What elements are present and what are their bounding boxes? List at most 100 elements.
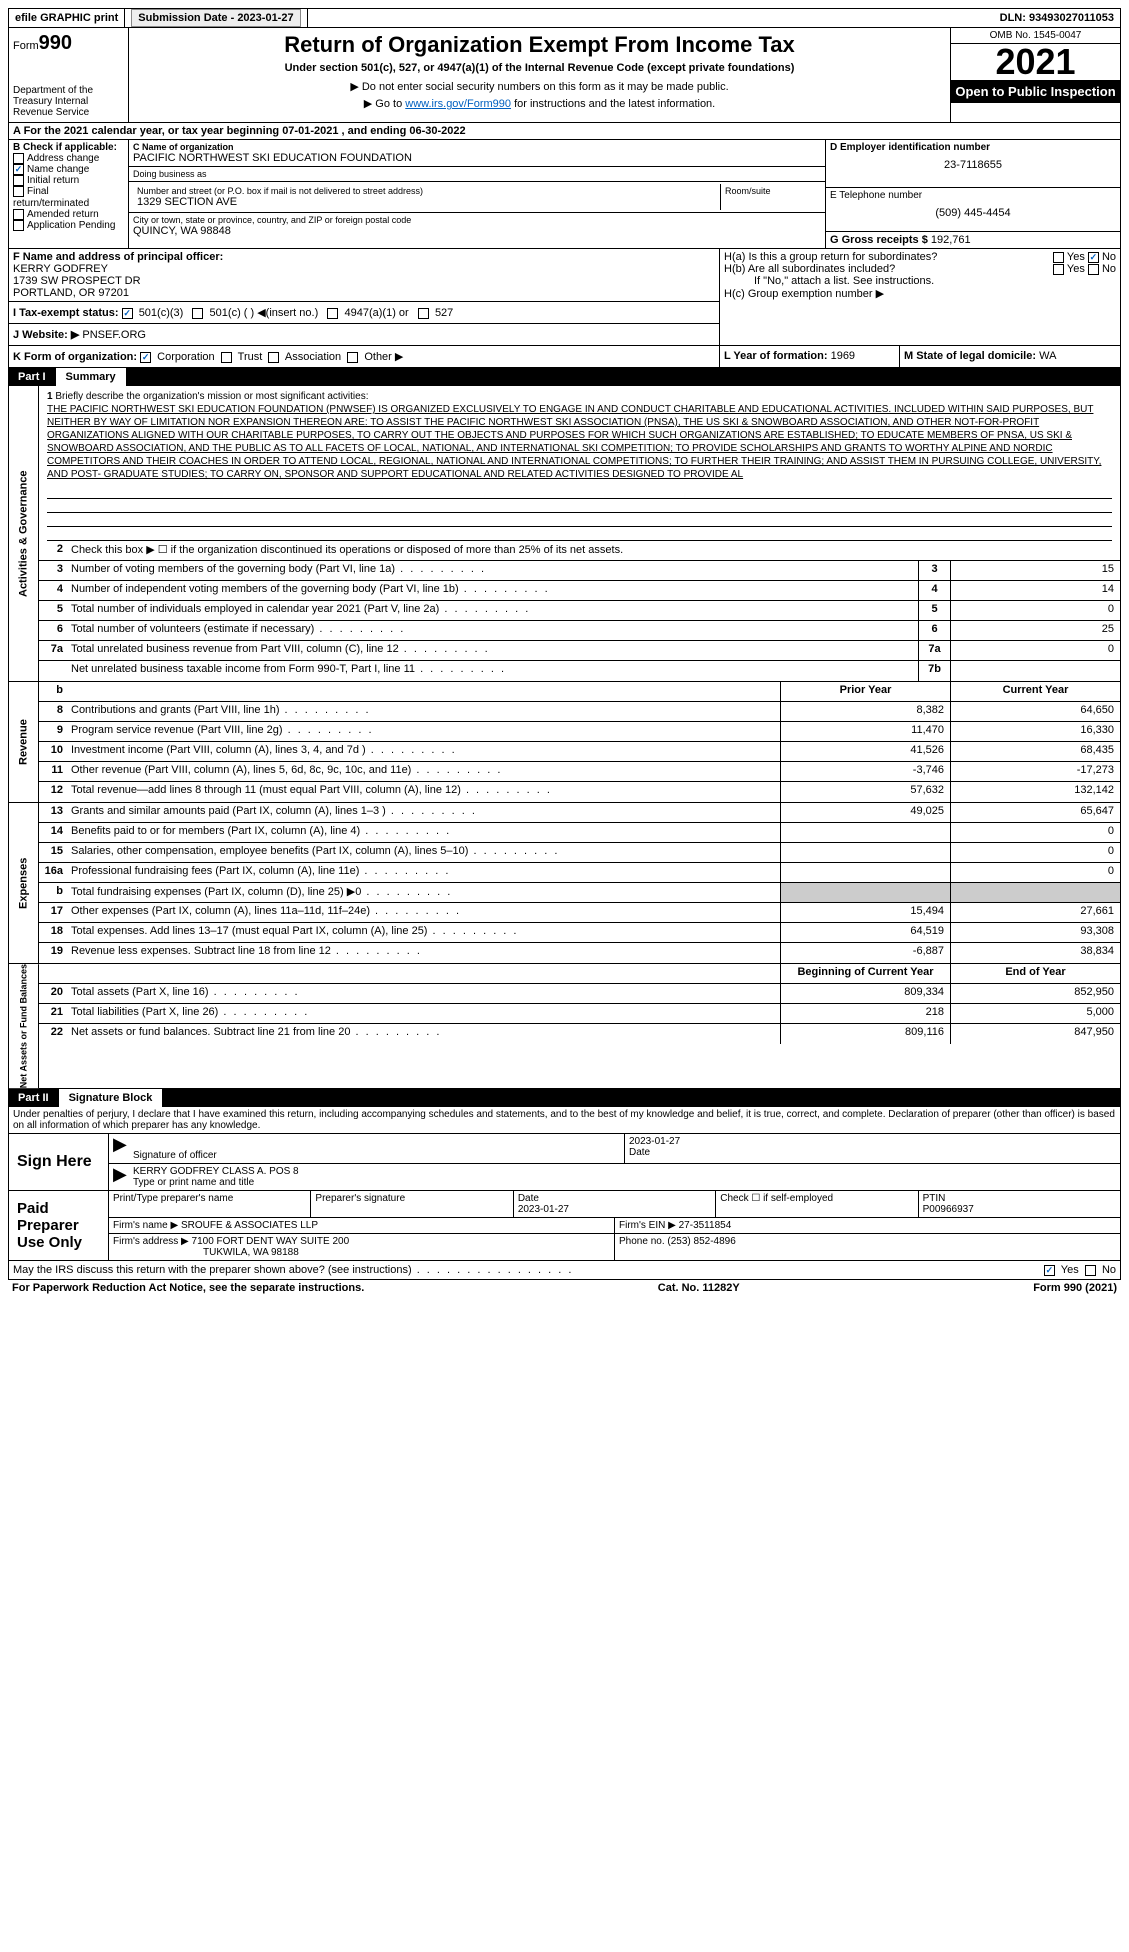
opt-527: 527 xyxy=(435,307,453,319)
cb-assoc[interactable] xyxy=(268,352,279,363)
sig-date-label: Date xyxy=(629,1147,1116,1158)
street-value: 1329 SECTION AVE xyxy=(137,196,716,208)
irs-link[interactable]: www.irs.gov/Form990 xyxy=(405,98,511,110)
cb-501c3[interactable] xyxy=(122,308,133,319)
form-subtitle: Under section 501(c), 527, or 4947(a)(1)… xyxy=(133,62,946,74)
cb-discuss-yes[interactable] xyxy=(1044,1265,1055,1276)
cb-discuss-no[interactable] xyxy=(1085,1265,1096,1276)
cb-hb-no[interactable] xyxy=(1088,264,1099,275)
sig-officer-cell: Signature of officer xyxy=(129,1134,625,1163)
prep-date-label: Date xyxy=(518,1193,539,1204)
cb-other[interactable] xyxy=(347,352,358,363)
opt-other: Other ▶ xyxy=(364,351,403,363)
table-row: 11Other revenue (Part VIII, column (A), … xyxy=(39,762,1120,782)
prep-date-value: 2023-01-27 xyxy=(518,1204,569,1215)
side-tab-revenue: Revenue xyxy=(9,682,39,802)
mission-block: 1 Briefly describe the organization's mi… xyxy=(39,386,1120,485)
klm-block: K Form of organization: Corporation Trus… xyxy=(8,346,1121,368)
mission-num: 1 xyxy=(47,391,53,402)
table-row: 12Total revenue—add lines 8 through 11 (… xyxy=(39,782,1120,802)
cb-ha-no[interactable] xyxy=(1088,252,1099,263)
open-inspection: Open to Public Inspection xyxy=(951,80,1120,103)
cb-4947[interactable] xyxy=(327,308,338,319)
print-name-label: Print/Type preparer's name xyxy=(109,1191,311,1217)
year-formation-value: 1969 xyxy=(831,350,855,362)
sign-block: Sign Here ▶ Signature of officer 2023-01… xyxy=(8,1134,1121,1191)
table-row: 18Total expenses. Add lines 13–17 (must … xyxy=(39,923,1120,943)
box-b: B Check if applicable: Address change Na… xyxy=(9,140,129,248)
cb-address-change[interactable] xyxy=(13,153,24,164)
expenses-section: Expenses 13Grants and similar amounts pa… xyxy=(8,803,1121,964)
sig-name-value: KERRY GODFREY CLASS A. POS 8 xyxy=(133,1166,1116,1177)
hdr-beginning: Beginning of Current Year xyxy=(780,964,950,983)
page-footer: For Paperwork Reduction Act Notice, see … xyxy=(8,1280,1121,1296)
dln-label: DLN: 93493027011053 xyxy=(994,9,1120,27)
revenue-section: Revenue b Prior Year Current Year 8Contr… xyxy=(8,682,1121,803)
cb-initial-return[interactable] xyxy=(13,175,24,186)
officer-name: KERRY GODFREY xyxy=(13,263,715,275)
part1-title: Summary xyxy=(56,368,126,386)
domicile-label: M State of legal domicile: xyxy=(904,350,1036,362)
no-label: No xyxy=(1102,251,1116,263)
year-formation-label: L Year of formation: xyxy=(724,350,828,362)
cb-ha-yes[interactable] xyxy=(1053,252,1064,263)
box-f-label: F Name and address of principal officer: xyxy=(13,251,715,263)
hdr-current: Current Year xyxy=(950,682,1120,701)
self-employed-label: Check ☐ if self-employed xyxy=(716,1191,918,1217)
blank-line xyxy=(47,485,1112,499)
box-i: I Tax-exempt status: 501(c)(3) 501(c) ( … xyxy=(9,302,719,324)
col-header-row: b Prior Year Current Year xyxy=(39,682,1120,702)
opt-501c3: 501(c)(3) xyxy=(139,307,184,319)
cb-label: Name change xyxy=(27,164,89,175)
firm-name-label: Firm's name ▶ xyxy=(113,1220,178,1231)
note2-post: for instructions and the latest informat… xyxy=(511,98,715,110)
city-value: QUINCY, WA 98848 xyxy=(133,225,821,237)
cb-label: Application Pending xyxy=(27,220,115,231)
ptin-label: PTIN xyxy=(923,1193,946,1204)
governance-section: Activities & Governance 1 Briefly descri… xyxy=(8,386,1121,682)
submission-date-button[interactable]: Submission Date - 2023-01-27 xyxy=(131,9,300,27)
form-label: Form xyxy=(13,40,39,52)
table-row: Net unrelated business taxable income fr… xyxy=(39,661,1120,681)
hc-label: H(c) Group exemption number ▶ xyxy=(724,287,1116,300)
top-bar: efile GRAPHIC print Submission Date - 20… xyxy=(8,8,1121,28)
hdr-end: End of Year xyxy=(950,964,1120,983)
ha-label: H(a) Is this a group return for subordin… xyxy=(724,251,1053,263)
form-note1: ▶ Do not enter social security numbers o… xyxy=(133,80,946,93)
arrow-icon: ▶ xyxy=(109,1164,129,1190)
blank-line xyxy=(47,499,1112,513)
mission-label: Briefly describe the organization's miss… xyxy=(55,391,368,402)
part2-num: Part II xyxy=(8,1089,59,1107)
ein-value: 23-7118655 xyxy=(830,159,1116,171)
no-label: No xyxy=(1102,1264,1116,1276)
box-m: M State of legal domicile: WA xyxy=(900,346,1120,367)
cb-amended[interactable] xyxy=(13,209,24,220)
officer-addr1: 1739 SW PROSPECT DR xyxy=(13,275,715,287)
phone-label: E Telephone number xyxy=(830,190,1116,201)
part2-title: Signature Block xyxy=(59,1089,163,1107)
table-row: 3Number of voting members of the governi… xyxy=(39,561,1120,581)
opt-trust: Trust xyxy=(238,351,263,363)
sign-here-label: Sign Here xyxy=(9,1134,109,1190)
cb-hb-yes[interactable] xyxy=(1053,264,1064,275)
cb-app-pending[interactable] xyxy=(13,220,24,231)
table-row: 22Net assets or fund balances. Subtract … xyxy=(39,1024,1120,1044)
org-name-label: C Name of organization xyxy=(133,142,821,152)
entity-block: B Check if applicable: Address change Na… xyxy=(8,140,1121,249)
box-l: L Year of formation: 1969 xyxy=(720,346,900,367)
cb-trust[interactable] xyxy=(221,352,232,363)
cb-name-change[interactable] xyxy=(13,164,24,175)
sig-type-label: Type or print name and title xyxy=(133,1177,1116,1188)
footer-left: For Paperwork Reduction Act Notice, see … xyxy=(12,1282,364,1294)
cb-527[interactable] xyxy=(418,308,429,319)
cb-final-return[interactable] xyxy=(13,186,24,197)
table-row: 8Contributions and grants (Part VIII, li… xyxy=(39,702,1120,722)
yes-label: Yes xyxy=(1067,251,1085,263)
hb-label: H(b) Are all subordinates included? xyxy=(724,263,1053,275)
prep-sig-label: Preparer's signature xyxy=(311,1191,513,1217)
officer-addr2: PORTLAND, OR 97201 xyxy=(13,287,715,299)
part1-num: Part I xyxy=(8,368,56,386)
cb-501c[interactable] xyxy=(192,308,203,319)
hdr-prior: Prior Year xyxy=(780,682,950,701)
cb-corp[interactable] xyxy=(140,352,151,363)
